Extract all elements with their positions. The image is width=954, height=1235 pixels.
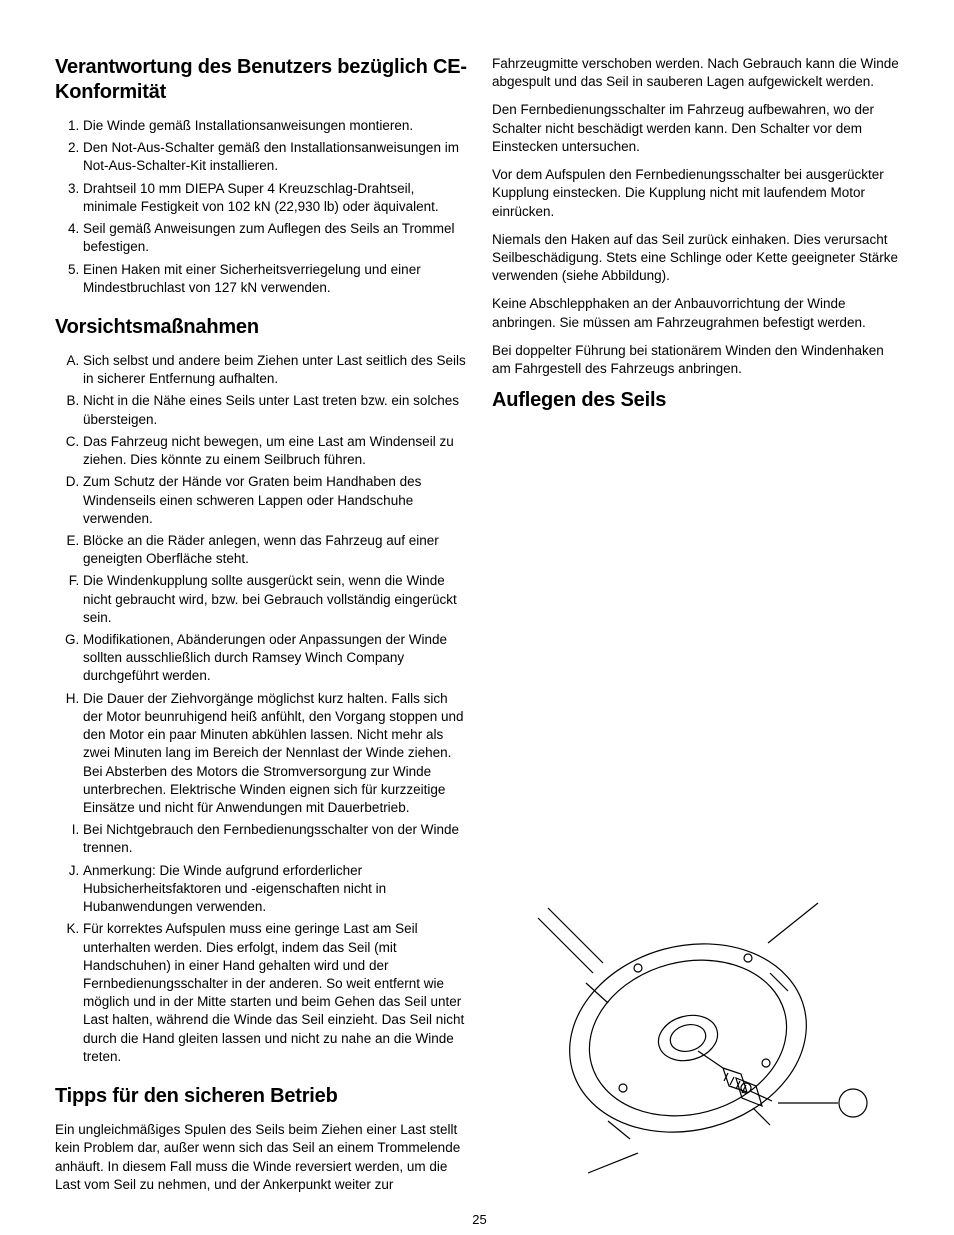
list-item: Die Winde gemäß Installationsanweisungen…: [83, 117, 467, 135]
list-precautions: Sich selbst und andere beim Ziehen unter…: [55, 352, 467, 1066]
left-column: Verantwortung des Benutzers bezüglich CE…: [55, 55, 467, 1204]
list-item: Modifikationen, Abänderungen oder Anpass…: [83, 631, 467, 686]
right-column: Fahrzeugmitte verschoben werden. Nach Ge…: [492, 55, 904, 1204]
list-item: Sich selbst und andere beim Ziehen unter…: [83, 352, 467, 388]
list-item: Das Fahrzeug nicht bewegen, um eine Last…: [83, 433, 467, 469]
list-item: Die Dauer der Ziehvorgänge möglichst kur…: [83, 690, 467, 818]
list-item: Den Not-Aus-Schalter gemäß den Installat…: [83, 139, 467, 175]
page: Verantwortung des Benutzers bezüglich CE…: [0, 0, 954, 1235]
list-item: Nicht in die Nähe eines Seils unter Last…: [83, 392, 467, 428]
heading-cable: Auflegen des Seils: [492, 388, 904, 413]
list-item: Die Windenkupplung sollte ausgerückt sei…: [83, 572, 467, 627]
heading-ce: Verantwortung des Benutzers bezüglich CE…: [55, 55, 467, 105]
list-item: Einen Haken mit einer Sicherheitsverrieg…: [83, 261, 467, 297]
heading-precautions: Vorsichtsmaßnahmen: [55, 315, 467, 340]
page-number: 25: [55, 1204, 904, 1227]
paragraph: Niemals den Haken auf das Seil zurück ei…: [492, 231, 904, 286]
winch-drum-icon: [518, 873, 878, 1193]
paragraph: Keine Abschlepphaken an der Anbauvorrich…: [492, 295, 904, 331]
list-item: Drahtseil 10 mm DIEPA Super 4 Kreuzschla…: [83, 180, 467, 216]
list-ce: Die Winde gemäß Installationsanweisungen…: [55, 117, 467, 297]
list-item: Für korrektes Aufspulen muss eine gering…: [83, 920, 467, 1066]
list-item: Seil gemäß Anweisungen zum Auflegen des …: [83, 220, 467, 256]
list-item: Zum Schutz der Hände vor Graten beim Han…: [83, 473, 467, 528]
heading-tips: Tipps für den sicheren Betrieb: [55, 1084, 467, 1109]
list-item: Blöcke an die Räder anlegen, wenn das Fa…: [83, 532, 467, 568]
paragraph: Den Fernbedienungsschalter im Fahrzeug a…: [492, 101, 904, 156]
paragraph: Fahrzeugmitte verschoben werden. Nach Ge…: [492, 55, 904, 91]
diagram-cable-attachment: [492, 873, 904, 1193]
list-item: Anmerkung: Die Winde aufgrund erforderli…: [83, 862, 467, 917]
paragraph-tips: Ein ungleichmäßiges Spulen des Seils bei…: [55, 1121, 467, 1194]
list-item: Bei Nichtgebrauch den Fernbedienungsscha…: [83, 821, 467, 857]
paragraph: Vor dem Aufspulen den Fernbedienungsscha…: [492, 166, 904, 221]
paragraph: Bei doppelter Führung bei stationärem Wi…: [492, 342, 904, 378]
columns: Verantwortung des Benutzers bezüglich CE…: [55, 55, 904, 1204]
